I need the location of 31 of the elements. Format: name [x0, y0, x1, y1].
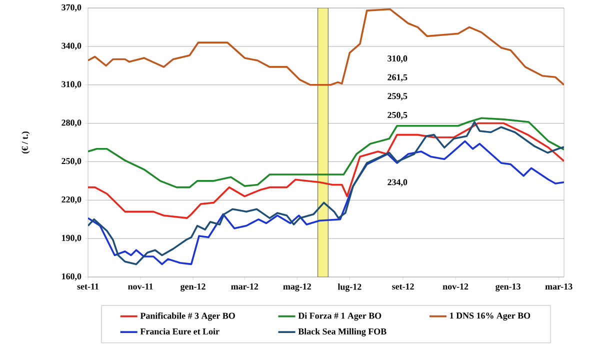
y-tick-label: 250,0 — [62, 158, 82, 166]
y-tick-label: 220,0 — [62, 196, 82, 204]
legend-label: Francia Eure et Loir — [140, 328, 220, 335]
x-tick-label: lug-12 — [338, 284, 362, 292]
legend-label: 1 DNS 16% Ager BO — [450, 312, 530, 321]
line-series — [88, 122, 564, 219]
annotation: 261,5 — [388, 74, 408, 82]
x-tick-label: mar-13 — [545, 284, 572, 290]
annotation: 310,0 — [388, 55, 408, 63]
y-tick-label: 160,0 — [62, 273, 82, 281]
y-tick-label: 280,0 — [62, 120, 82, 127]
legend-label: Di Forza # 1 Ager BO — [298, 312, 382, 321]
x-tick-label: set-11 — [77, 284, 98, 290]
x-tick-label: gen-13 — [496, 284, 520, 292]
legend-label: Panificabile # 3 Ager BO — [140, 312, 235, 321]
y-tick-label: 340,0 — [62, 42, 82, 50]
legend-label: Black Sea Milling FOB — [298, 328, 386, 336]
annotation: 234,0 — [388, 179, 408, 187]
y-tick-label: 310,0 — [62, 81, 82, 89]
annotation: 250,5 — [388, 112, 408, 120]
line-series — [88, 8, 564, 86]
x-tick-label: nov-12 — [442, 284, 468, 290]
x-tick-label: mag-12 — [283, 284, 311, 292]
x-tick-label: nov-11 — [128, 284, 153, 290]
x-tick-label: set-12 — [392, 284, 414, 290]
annotation: 259,5 — [388, 93, 408, 100]
y-axis-title: (€ / t.) — [22, 132, 30, 154]
y-tick-label: 190,0 — [62, 234, 82, 242]
x-tick-label: gen-12 — [180, 284, 206, 292]
y-tick-label: 370,0 — [62, 4, 82, 12]
x-tick-label: mar-12 — [231, 284, 258, 290]
